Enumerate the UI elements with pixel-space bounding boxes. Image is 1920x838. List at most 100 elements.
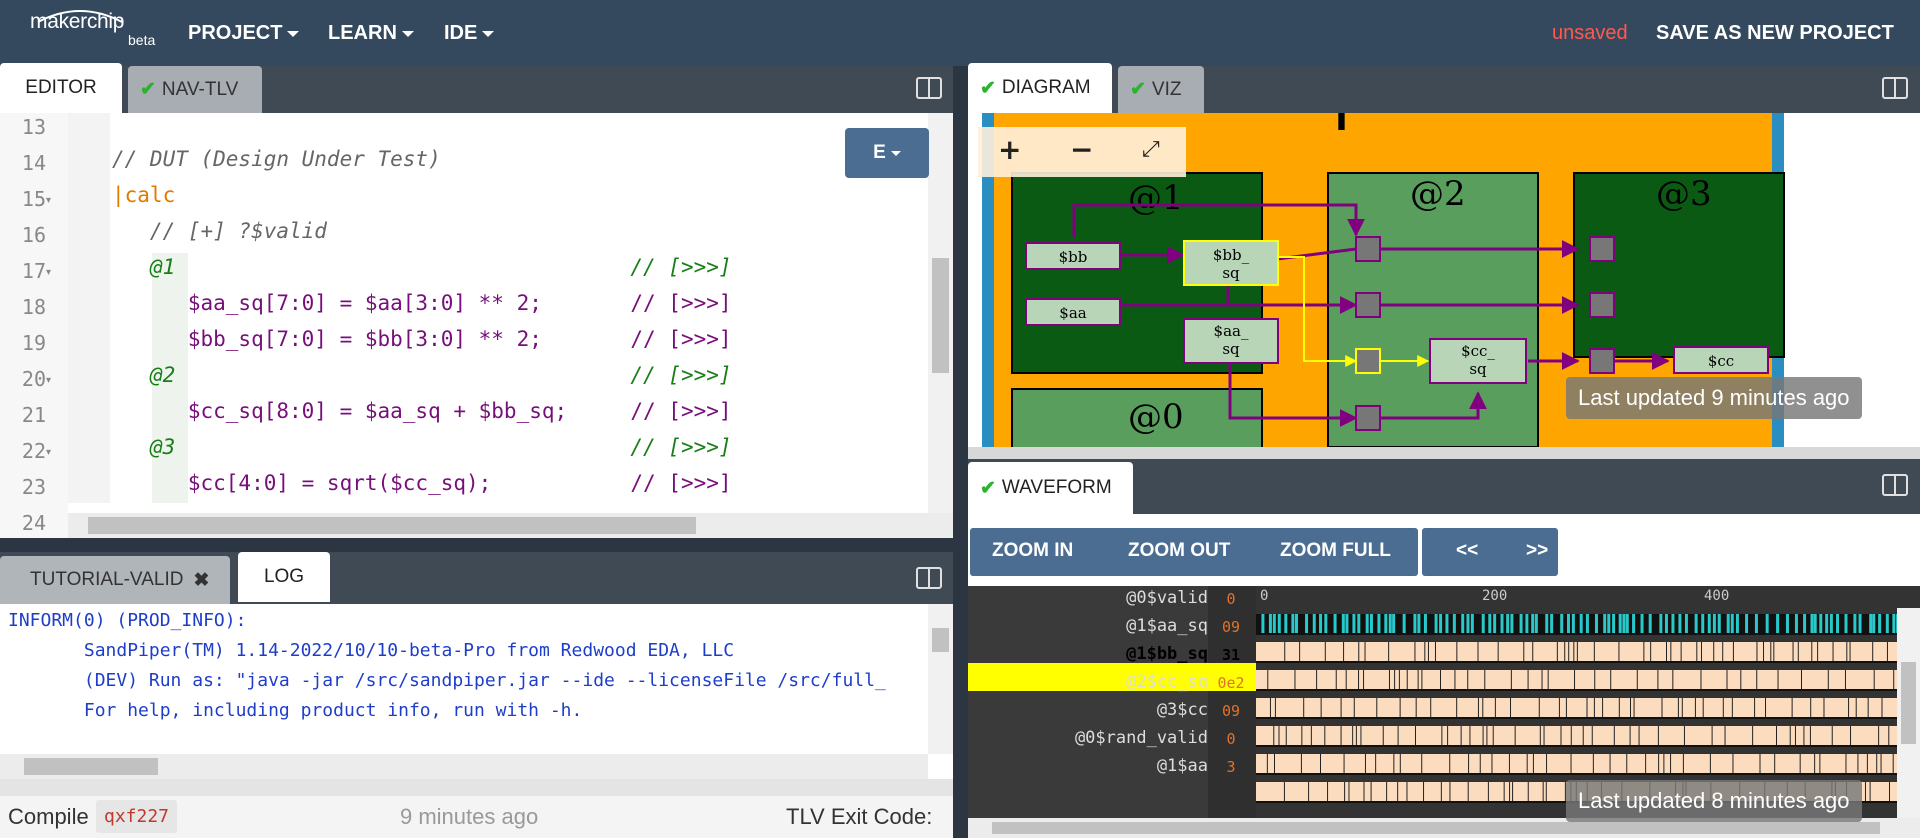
signal-trace [1256,698,1909,719]
scrollbar-thumb[interactable] [992,822,1880,834]
check-icon: ✔ [980,77,996,99]
code-line: $cc[4:0] = sqrt($cc_sq); // [>>>] [112,471,732,495]
flop [1589,292,1615,318]
signal-row[interactable]: @1$aa_sq [968,616,1208,640]
tab-nav-tlv[interactable]: ✔ NAV-TLV [128,66,262,113]
makerchip-logo[interactable]: makerchip beta [30,10,155,48]
signal-value: 3 [1226,758,1236,776]
log-line: For help, including product info, run wi… [8,700,583,721]
diagram-last-updated: Last updated 9 minutes ago [1566,377,1862,419]
line-number: 15 [21,187,46,211]
tab-viz-label: VIZ [1151,78,1182,100]
signal-list[interactable]: @0$valid @1$aa_sq @1$bb_sq @2$cc_sq @3$c… [968,586,1256,838]
signal-row[interactable]: @0$valid [968,588,1208,612]
prev-button[interactable]: << [1456,540,1479,561]
menu-ide[interactable]: IDE [444,22,495,45]
line-number: 14 [21,151,46,175]
panel-divider [0,779,953,796]
line-number: 19 [21,331,46,355]
waveform-viewer[interactable]: ZOOM IN ZOOM OUT ZOOM FULL << >> @0$vali… [968,514,1920,838]
line-number: 24 [21,511,46,535]
line-number: 20 [21,367,46,391]
fold-arrow-icon[interactable]: ▾ [46,447,52,458]
diagram-title: |calc [1328,113,1518,130]
node-bb-sq-label: $bb_ [1213,246,1250,264]
compile-id-badge[interactable]: qxf227 [96,800,178,833]
split-pane-icon[interactable] [1882,474,1908,496]
scrollbar-thumb[interactable] [1901,662,1916,744]
flop [1355,292,1381,318]
fold-arrow-icon[interactable]: ▾ [46,267,52,278]
code-line: $bb_sq[7:0] = $bb[3:0] ** 2; // [>>>] [112,327,732,351]
fold-arrow-icon[interactable]: ▾ [46,375,52,386]
pipeline-diagram[interactable]: |calc @1 @2 @3 @0 [968,113,1920,447]
status-bar: Compile qxf227 9 minutes ago TLV Exit Co… [0,796,953,838]
time-ruler: 0 200 400 [1256,586,1920,608]
scrollbar-thumb[interactable] [932,258,949,373]
split-pane-icon[interactable] [916,77,942,99]
signal-trace [1256,726,1902,747]
signal-name: @1$aa [1156,756,1208,776]
flop [1355,348,1381,374]
next-button[interactable]: >> [1526,540,1549,561]
tab-waveform-label: WAVEFORM [1001,477,1112,498]
signal-row[interactable]: @2$cc_sq [968,672,1208,696]
scrollbar-thumb[interactable] [24,758,158,775]
save-as-new-project-button[interactable]: SAVE AS NEW PROJECT [1656,22,1894,44]
signal-trace [1256,642,1911,663]
editor-mode-button[interactable]: E [845,128,929,178]
logo-arc-icon [37,10,123,23]
menu-project[interactable]: PROJECT [188,22,300,45]
log-panel[interactable]: INFORM(0) (PROD_INFO): SandPiper(TM) 1.1… [0,604,953,779]
check-icon: ✔ [980,477,996,499]
scrollbar-thumb[interactable] [88,517,696,534]
expand-icon[interactable]: ⤢ [1142,137,1160,162]
tab-diagram[interactable]: ✔ DIAGRAM [968,63,1112,113]
stage-box-0 [1011,388,1263,447]
log-line: SandPiper(TM) 1.14-2022/10/10-beta-Pro f… [8,640,735,661]
node-aa-sq-label: sq [1222,340,1240,358]
tab-waveform[interactable]: ✔ WAVEFORM [968,462,1133,514]
node-aa-sq-label: $aa_ [1214,322,1249,340]
code-editor[interactable]: 13 14 15 ▾ 16 17 ▾ 18 19 20 ▾ 21 22 ▾ 23… [0,113,953,538]
signal-value: 31 [1221,646,1241,664]
time-tick: 0 [1260,588,1269,604]
zoom-out-button[interactable]: ZOOM OUT [1128,540,1231,561]
signal-row[interactable]: @0$rand_valid [968,728,1208,752]
tab-editor[interactable]: EDITOR [0,63,122,113]
zoom-in-icon[interactable]: + [998,133,1022,166]
signal-row[interactable]: @3$cc [968,700,1208,724]
node-cc-label: $cc [1708,352,1734,370]
tab-viz[interactable]: ✔ VIZ [1118,66,1204,113]
tab-log[interactable]: LOG [238,552,330,602]
tab-log-label: LOG [263,566,305,587]
stage-box-3 [1573,172,1785,358]
zoom-full-button[interactable]: ZOOM FULL [1280,540,1391,561]
compile-time: 9 minutes ago [400,804,539,829]
node-cc [1673,346,1769,374]
close-icon[interactable]: ✖ [193,569,210,591]
signal-value: 0 [1226,590,1236,608]
tab-diagram-label: DIAGRAM [1001,77,1091,98]
line-number: 17 [21,259,46,283]
split-pane-icon[interactable] [1882,77,1908,99]
code-line: |calc [112,183,176,207]
node-bb-sq-label: sq [1222,264,1240,282]
vertical-scrollbar[interactable] [928,604,953,754]
tab-tutorial-valid[interactable]: TUTORIAL-VALID ✖ [0,556,230,604]
indent-guide [68,113,110,503]
time-tick: 200 [1482,588,1508,604]
menu-learn[interactable]: LEARN [328,22,414,45]
signal-row[interactable]: @1$bb_sq [968,644,1208,668]
signal-name: @3$cc [1156,700,1208,720]
signal-row[interactable]: @1$aa [968,756,1208,780]
zoom-button-group [970,528,1418,576]
zoom-out-icon[interactable]: − [1070,133,1094,166]
split-pane-icon[interactable] [916,567,942,589]
signal-name: @2$cc_sq [1126,672,1208,692]
fold-arrow-icon[interactable]: ▾ [46,195,52,206]
node-aa-sq [1183,318,1279,364]
tab-nav-tlv-label: NAV-TLV [161,78,239,100]
zoom-in-button[interactable]: ZOOM IN [992,540,1074,561]
scrollbar-thumb[interactable] [932,628,949,652]
